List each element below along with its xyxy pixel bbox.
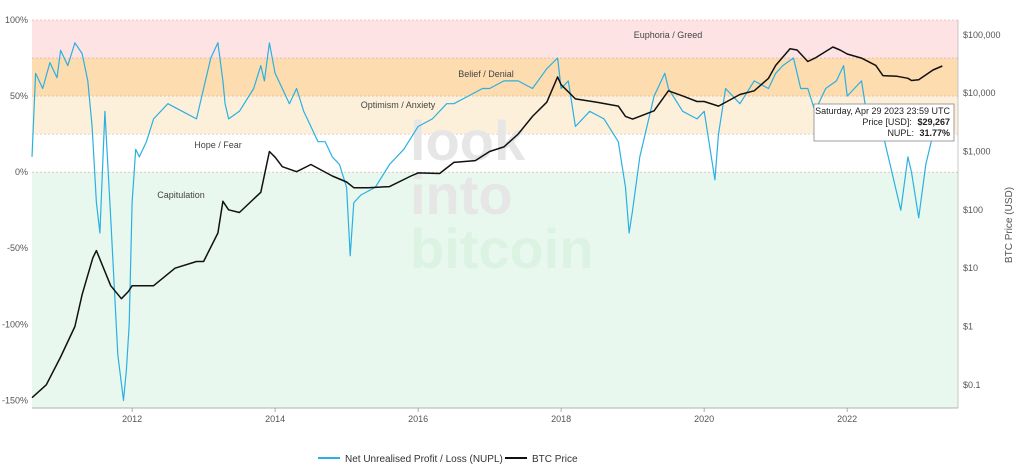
zone-capitulation bbox=[32, 172, 958, 408]
x-tick-label: 2020 bbox=[694, 414, 714, 424]
zone-label-belief-denial: Belief / Denial bbox=[458, 69, 514, 79]
y-left-tick-label: -50% bbox=[7, 243, 28, 253]
y-left-tick-label: 100% bbox=[5, 15, 28, 25]
zone-label-hope-fear: Hope / Fear bbox=[194, 140, 242, 150]
legend: Net Unrealised Profit / Loss (NUPL) BTC … bbox=[318, 454, 578, 465]
zone-belief-denial bbox=[32, 58, 958, 97]
zone-label-optimism-anxiety: Optimism / Anxiety bbox=[361, 100, 436, 110]
legend-label-btc-price: BTC Price bbox=[532, 454, 578, 465]
series-line-btc-price bbox=[31, 46, 943, 399]
zone-label-euphoria-greed: Euphoria / Greed bbox=[634, 30, 703, 40]
zone-euphoria-greed bbox=[32, 20, 958, 59]
y-left-tick-label: 0% bbox=[15, 167, 28, 177]
tooltip: Saturday, Apr 29 2023 23:59 UTC Price [U… bbox=[813, 103, 955, 142]
y-right-tick-label: $10 bbox=[963, 263, 978, 273]
x-tick-label: 2012 bbox=[122, 414, 142, 424]
y-right-tick-label: $10,000 bbox=[963, 88, 996, 98]
legend-item-nupl[interactable]: Net Unrealised Profit / Loss (NUPL) bbox=[318, 454, 503, 465]
series-line-net-unrealised-profit-loss-nupl bbox=[31, 42, 943, 401]
y-right-tick-label: $1 bbox=[963, 321, 973, 331]
y-left-tick-label: -150% bbox=[2, 395, 28, 405]
x-tick-label: 2022 bbox=[837, 414, 857, 424]
y-left-tick-label: 50% bbox=[10, 91, 28, 101]
tooltip-nupl-label: NUPL: bbox=[887, 128, 914, 138]
y-right-tick-label: $100,000 bbox=[963, 30, 1001, 40]
y-left-tick-label: -100% bbox=[2, 319, 28, 329]
right-axis-label: BTC Price (USD) bbox=[1004, 187, 1015, 263]
tooltip-price-label: Price [USD]: bbox=[862, 117, 912, 127]
zone-optimism-anxiety bbox=[32, 96, 958, 135]
x-tick-label: 2014 bbox=[265, 414, 285, 424]
legend-label-nupl: Net Unrealised Profit / Loss (NUPL) bbox=[345, 454, 503, 465]
zone-label-capitulation: Capitulation bbox=[157, 190, 205, 200]
y-right-tick-label: $100 bbox=[963, 205, 983, 215]
y-right-tick-label: $1,000 bbox=[963, 147, 991, 157]
tooltip-price-value: $29,267 bbox=[917, 117, 950, 127]
x-tick-label: 2018 bbox=[551, 414, 571, 424]
tooltip-box bbox=[813, 103, 955, 142]
tooltip-nupl-value: 31.77% bbox=[919, 128, 950, 138]
tooltip-price: Price [USD]: $29,267 bbox=[862, 117, 950, 127]
zone-hope-fear bbox=[32, 134, 958, 173]
x-tick-label: 2016 bbox=[408, 414, 428, 424]
tooltip-nupl: NUPL: 31.77% bbox=[887, 128, 950, 138]
legend-item-btc-price[interactable]: BTC Price bbox=[505, 454, 578, 465]
watermark-bitcoin: bitcoin bbox=[410, 217, 594, 280]
tooltip-date: Saturday, Apr 29 2023 23:59 UTC bbox=[815, 106, 950, 116]
y-right-tick-label: $0.1 bbox=[963, 380, 981, 390]
